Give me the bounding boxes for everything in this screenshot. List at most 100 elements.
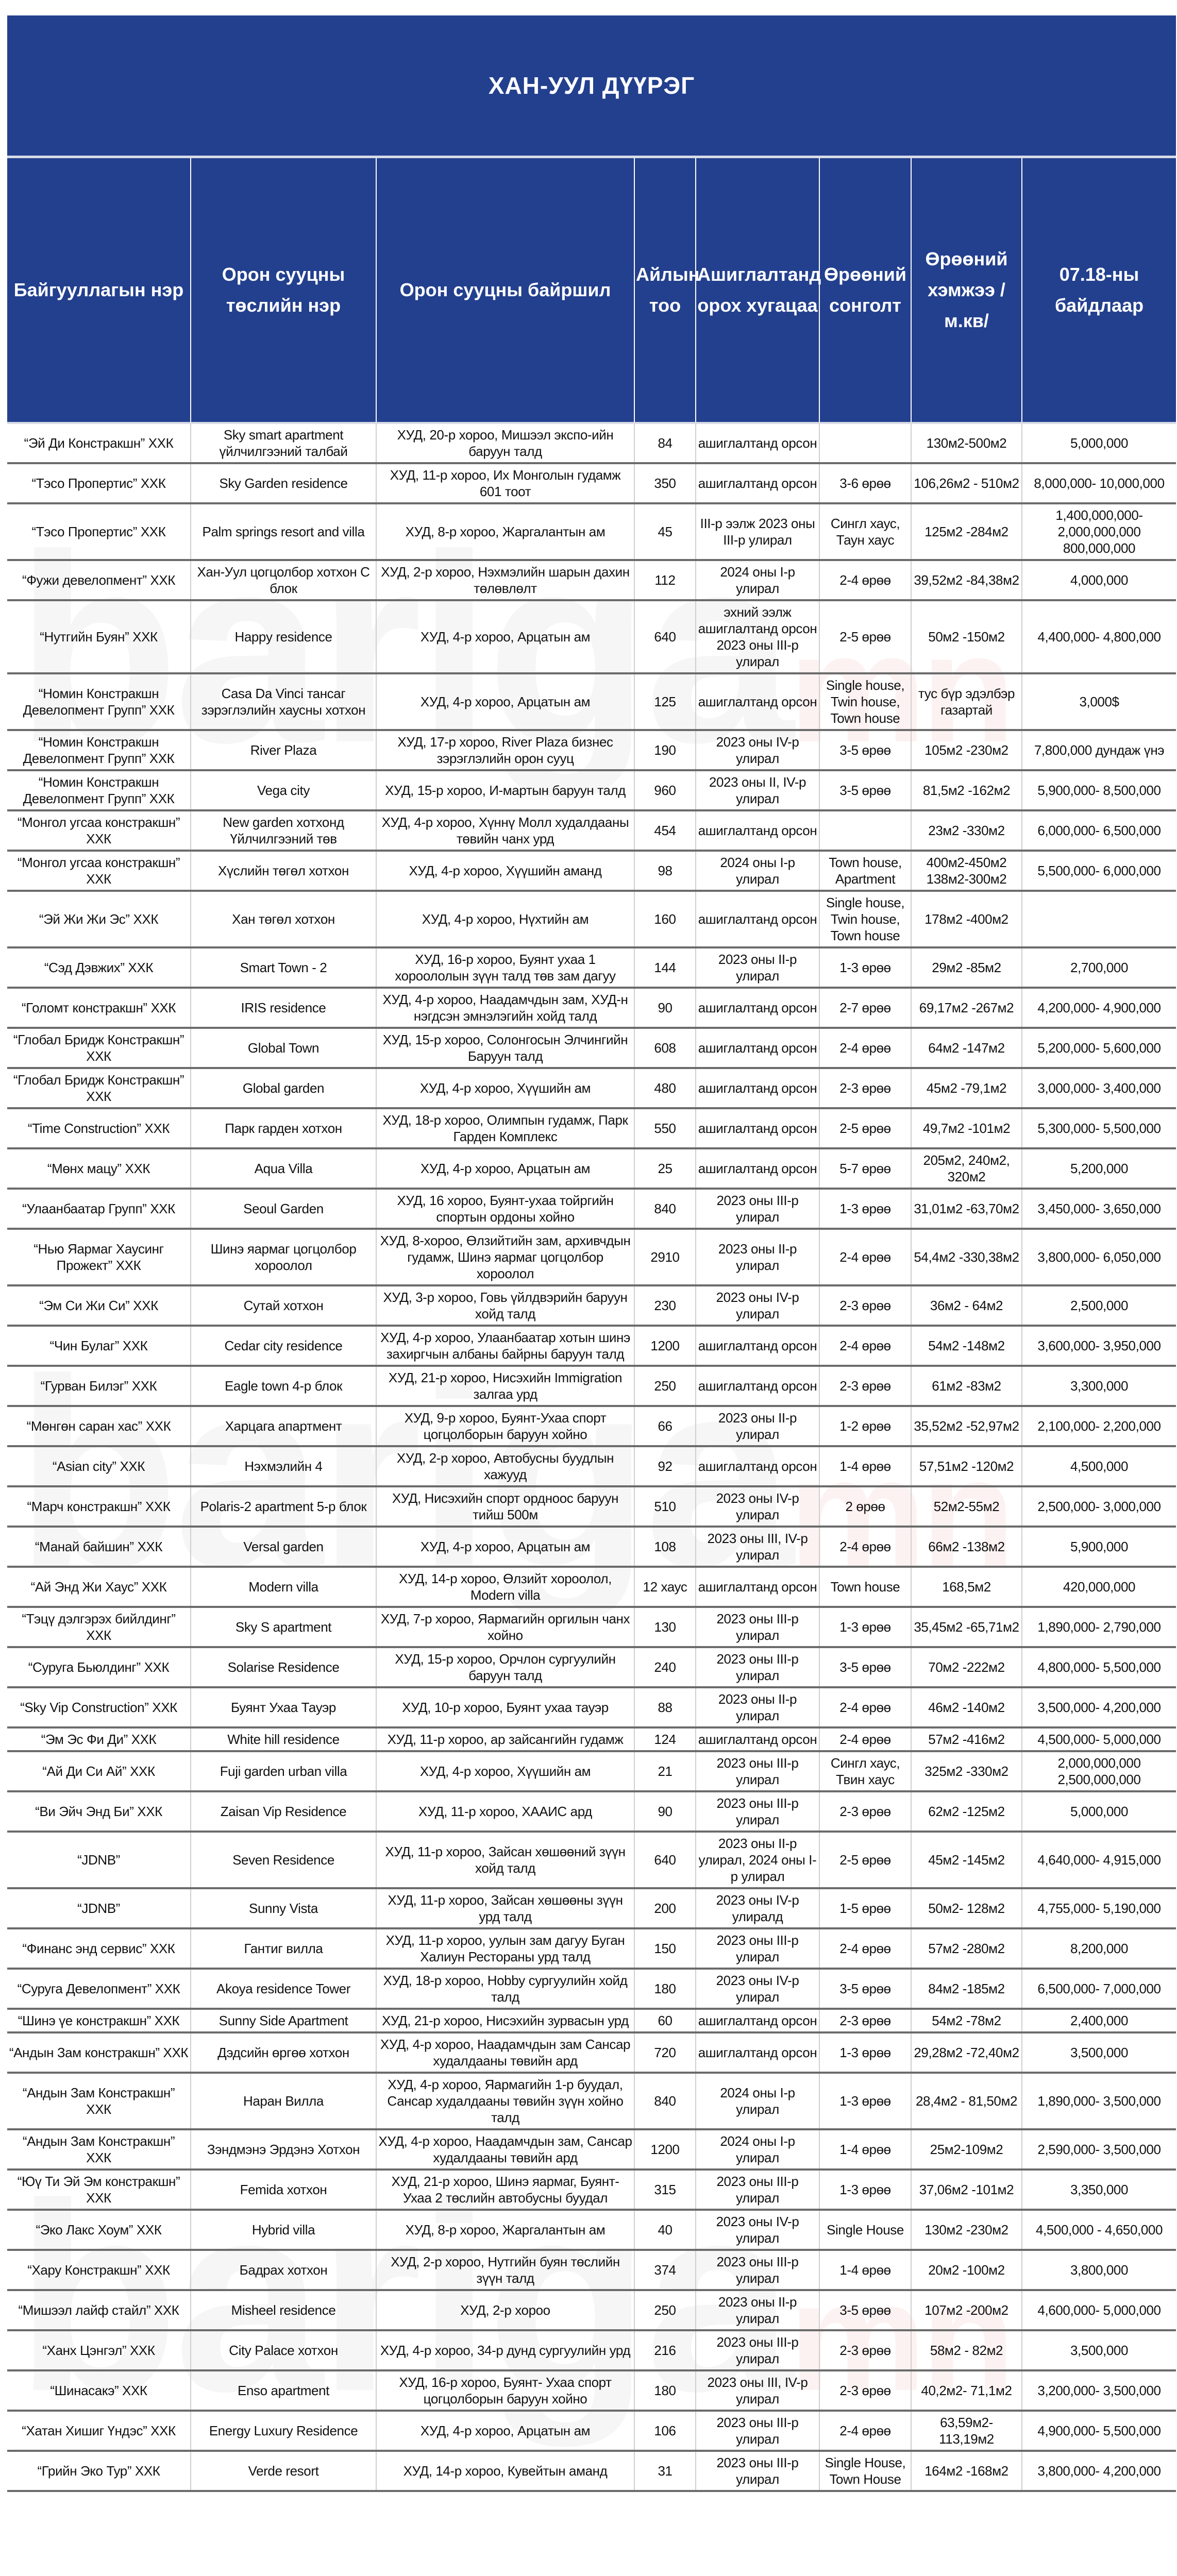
- cell-units: 2910: [634, 1229, 696, 1286]
- column-header-completion: Ашиглалтанд орох хугацаа: [695, 157, 821, 424]
- cell-units: 98: [634, 851, 696, 892]
- cell-project: Versal garden: [190, 1527, 376, 1568]
- cell-company: “Номин Констракшн Девелопмент Групп” ХХК: [7, 770, 191, 811]
- cell-completion: ашиглалтанд орсон: [695, 1727, 819, 1752]
- cell-units: 40: [634, 2210, 696, 2251]
- cell-room-size: 205м2, 240м2, 320м2: [911, 1148, 1022, 1190]
- cell-company: “Чин Булаг” ХХК: [7, 1326, 191, 1367]
- table-row: “Монгол угсаа констракшн” ХХК New garden …: [7, 810, 1176, 852]
- cell-location: ХУД, 4-р хороо, Арцатын ам: [376, 673, 634, 731]
- cell-company: “Эм Эс Фи Ди” ХХК: [7, 1727, 191, 1752]
- cell-room-options: 1-2 өрөө: [819, 1406, 911, 1447]
- cell-units: 250: [634, 2290, 696, 2331]
- cell-completion: 2023 оны IV-р улиралд: [695, 1888, 819, 1929]
- cell-room-options: 1-3 өрөө: [819, 1607, 911, 1648]
- cell-price: 3,500,000- 4,200,000: [1021, 1687, 1176, 1728]
- table-row: “Ханх Цэнгэл” ХХК City Palace хотхон ХУД, …: [7, 2330, 1176, 2371]
- cell-project: Sky Garden residence: [190, 463, 376, 504]
- cell-completion: 2023 оны III, IV-р улирал: [695, 1527, 819, 1568]
- cell-company: “Нью Яармаг Хаусинг Прожект” ХХК: [7, 1229, 191, 1286]
- cell-units: 840: [634, 2073, 696, 2130]
- cell-room-options: Single house, Twin house, Town house: [819, 891, 911, 948]
- cell-room-size: 61м2 -83м2: [911, 1366, 1022, 1407]
- cell-completion: 2024 оны I-р улирал: [695, 2129, 819, 2171]
- cell-completion: 2023 оны III, IV-р улирал: [695, 2370, 819, 2412]
- cell-company: “Тэцү дэлгэрэх бийлдинг” ХХК: [7, 1607, 191, 1648]
- cell-units: 190: [634, 730, 696, 771]
- cell-company: “Мөнгөн саран хас” ХХК: [7, 1406, 191, 1447]
- cell-units: 216: [634, 2330, 696, 2371]
- cell-location: ХУД, 17-р хороо, River Plaza бизнес зэрэ…: [376, 730, 634, 771]
- cell-price: 4,500,000: [1021, 1446, 1176, 1487]
- cell-location: ХУД, 11-р хороо, Зайсан хөшөөний зүүн хо…: [376, 1832, 634, 1889]
- cell-room-size: 106,26м2 - 510м2: [911, 463, 1022, 504]
- cell-units: 550: [634, 1108, 696, 1149]
- table-row: “Марч констракшн” ХХК Polaris-2 apartment…: [7, 1486, 1176, 1528]
- table-row: “JDNB” Sunny Vista ХУД, 11-р хороо, Зайсан…: [7, 1888, 1176, 1929]
- cell-room-size: 45м2 -145м2: [911, 1832, 1022, 1889]
- cell-room-options: 2-4 өрөө: [819, 2411, 911, 2452]
- cell-price: 3,500,000: [1021, 2032, 1176, 2074]
- table-row: “Мөнх мацу” ХХК Aqua Villa ХУД, 4-р хороо,…: [7, 1148, 1176, 1190]
- table-row: “Ви Эйч Энд Би” ХХК Zaisan Vip Residence Х…: [7, 1791, 1176, 1833]
- cell-completion: 2023 оны II-р улирал: [695, 947, 819, 989]
- cell-price: 420,000,000: [1021, 1567, 1176, 1608]
- cell-price: 8,000,000- 10,000,000: [1021, 463, 1176, 504]
- cell-location: ХУД, 21-р хороо, Нисэхийн зурвасын урд: [376, 2009, 634, 2033]
- cell-price: 5,200,000- 5,600,000: [1021, 1028, 1176, 1069]
- cell-units: 315: [634, 2170, 696, 2211]
- cell-price: 6,000,000- 6,500,000: [1021, 810, 1176, 852]
- cell-units: 150: [634, 1928, 696, 1970]
- cell-price: 4,755,000- 5,190,000: [1021, 1888, 1176, 1929]
- cell-location: ХУД, 15-р хороо, Орчлон сургуулийн баруу…: [376, 1647, 634, 1688]
- cell-price: 2,500,000: [1021, 1285, 1176, 1327]
- cell-location: ХУД, 4-р хороо, Нүхтийн ам: [376, 891, 634, 948]
- cell-price: 4,000,000: [1021, 560, 1176, 601]
- cell-room-options: 1-5 өрөө: [819, 1888, 911, 1929]
- cell-room-options: 3-5 өрөө: [819, 770, 911, 811]
- cell-room-options: 2-3 өрөө: [819, 1285, 911, 1327]
- cell-price: 1,890,000- 2,790,000: [1021, 1607, 1176, 1648]
- cell-units: 45: [634, 503, 696, 561]
- cell-price: 1,400,000,000- 2,000,000,000 800,000,000: [1021, 503, 1176, 561]
- cell-units: 200: [634, 1888, 696, 1929]
- cell-company: “Time Construction” ХХК: [7, 1108, 191, 1149]
- cell-completion: 2023 оны II-р улирал: [695, 1687, 819, 1728]
- table-row: “Тэсо Пропертис” ХХК Sky Garden residence…: [7, 463, 1176, 504]
- cell-units: 130: [634, 1607, 696, 1648]
- cell-project: Eagle town 4-р блок: [190, 1366, 376, 1407]
- cell-room-size: 178м2 -400м2: [911, 891, 1022, 948]
- cell-company: “Хатан Хишиг Үндэс” ХХК: [7, 2411, 191, 2452]
- table-row: “Шинасакэ” ХХК Enso apartment ХУД, 16-р хо…: [7, 2370, 1176, 2412]
- cell-room-size: 29м2 -85м2: [911, 947, 1022, 989]
- cell-completion: ашиглалтанд орсон: [695, 423, 819, 464]
- table-row: “Хатан Хишиг Үндэс” ХХК Energy Luxury Res…: [7, 2411, 1176, 2452]
- cell-price: 3,500,000: [1021, 2330, 1176, 2371]
- cell-completion: 2023 оны II-р улирал: [695, 1229, 819, 1286]
- cell-company: “Ай Ди Си Ай” ХХК: [7, 1751, 191, 1792]
- table-row: “Нутгийн Буян” ХХК Happy residence ХУД, 4-…: [7, 600, 1176, 674]
- cell-project: Хан-Уул цогцолбор хотхон C блок: [190, 560, 376, 601]
- cell-room-options: 2-4 өрөө: [819, 1928, 911, 1970]
- cell-completion: ашиглалтанд орсон: [695, 988, 819, 1029]
- table-row: “Хару Констракшн” ХХК Бадрах хотхон ХУД, 2…: [7, 2250, 1176, 2291]
- table-row: “Тэсо Пропертис” ХХК Palm springs resort …: [7, 503, 1176, 561]
- cell-price: 3,350,000: [1021, 2170, 1176, 2211]
- cell-completion: 2023 оны II-р улирал: [695, 2290, 819, 2331]
- cell-room-size: 69,17м2 -267м2: [911, 988, 1022, 1029]
- cell-units: 608: [634, 1028, 696, 1069]
- column-header-project: Орон сууцны төслийн нэр: [190, 157, 376, 424]
- cell-project: Enso apartment: [190, 2370, 376, 2412]
- cell-company: “Ханх Цэнгэл” ХХК: [7, 2330, 191, 2371]
- cell-company: “Нутгийн Буян” ХХК: [7, 600, 191, 674]
- cell-location: ХУД, 3-р хороо, Говь үйлдвэрийн баруун х…: [376, 1285, 634, 1327]
- column-header-company: Байгууллагын нэр: [7, 157, 191, 424]
- cell-room-options: 1-4 өрөө: [819, 2129, 911, 2171]
- cell-completion: ашиглалтанд орсон: [695, 810, 819, 852]
- cell-project: Sky smart apartment үйлчилгээний талбай: [190, 423, 376, 464]
- cell-completion: 2023 оны III-р улирал: [695, 1928, 819, 1970]
- table-row: “Тэцү дэлгэрэх бийлдинг” ХХК Sky S apartm…: [7, 1607, 1176, 1648]
- cell-room-size: 57,51м2 -120м2: [911, 1446, 1022, 1487]
- cell-completion: 2023 оны III-р улирал: [695, 2451, 819, 2492]
- cell-completion: 2024 оны I-р улирал: [695, 851, 819, 892]
